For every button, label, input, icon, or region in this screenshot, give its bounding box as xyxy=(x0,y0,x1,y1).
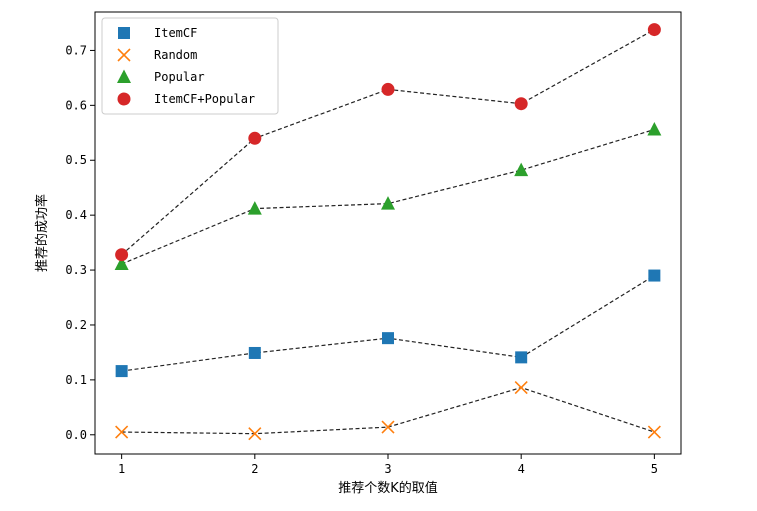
y-tick-label: 0.0 xyxy=(65,428,87,442)
y-axis-label: 推荐的成功率 xyxy=(34,194,50,272)
legend-label: ItemCF+Popular xyxy=(154,92,255,106)
legend-label: ItemCF xyxy=(154,26,197,40)
series-line-itemcf xyxy=(121,275,655,372)
legend: ItemCF Random Popular ItemCF+Popular xyxy=(101,17,279,115)
data-point-popular xyxy=(247,201,262,215)
data-point-itemcf xyxy=(515,351,528,364)
legend-box xyxy=(101,17,279,115)
data-point-itemcf xyxy=(248,346,261,359)
series-markers xyxy=(114,23,662,441)
x-tick-label: 1 xyxy=(118,462,125,476)
x-tick-label: 3 xyxy=(384,462,391,476)
y-tick-label: 0.6 xyxy=(65,98,87,112)
data-point-popular xyxy=(114,256,129,271)
data-point-random xyxy=(514,380,528,395)
data-point-random xyxy=(248,427,262,441)
legend-label: Popular xyxy=(154,70,205,84)
x-axis-label: 推荐个数K的取值 xyxy=(338,480,438,496)
data-point-itemcf-popular xyxy=(381,82,395,96)
legend-marker xyxy=(117,92,131,106)
y-tick-label: 0.4 xyxy=(65,208,87,222)
y-tick-label: 0.5 xyxy=(65,153,87,167)
data-point-itemcf-popular xyxy=(248,131,262,145)
legend-marker xyxy=(117,48,131,62)
y-tick-label: 0.3 xyxy=(65,263,87,277)
data-point-itemcf xyxy=(648,269,661,282)
data-point-itemcf-popular xyxy=(647,23,661,37)
y-tick-label: 0.7 xyxy=(65,43,87,57)
data-point-itemcf-popular xyxy=(514,97,528,111)
y-tick-label: 0.2 xyxy=(65,318,87,332)
data-point-itemcf xyxy=(382,332,394,345)
x-tick-label: 2 xyxy=(251,462,258,476)
data-point-random xyxy=(647,425,661,439)
data-point-itemcf xyxy=(115,365,128,378)
y-tick-label: 0.1 xyxy=(65,373,87,387)
x-tick-label: 4 xyxy=(518,462,525,476)
x-tick-label: 5 xyxy=(651,462,658,476)
axis-ticks: 1 2 3 4 5 0.0 0.1 0.2 0.3 0.4 0.5 0.6 0.7 xyxy=(65,43,658,476)
legend-label: Random xyxy=(154,48,197,62)
legend-marker xyxy=(117,69,131,83)
data-point-popular xyxy=(514,162,529,177)
data-point-popular xyxy=(381,196,395,210)
legend-marker xyxy=(118,27,130,39)
data-point-popular xyxy=(647,122,662,136)
data-point-itemcf-popular xyxy=(115,248,129,262)
data-point-random xyxy=(115,425,129,439)
data-point-random xyxy=(381,420,395,434)
